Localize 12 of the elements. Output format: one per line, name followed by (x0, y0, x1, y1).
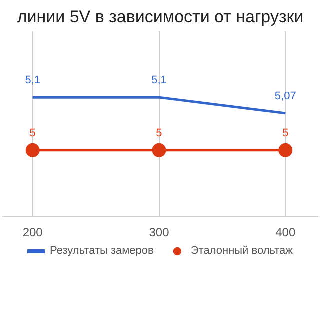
x-tick-label: 400 (276, 226, 296, 240)
chart-title: линии 5V в зависимости от нагрузки (17, 8, 304, 26)
data-label: 5 (30, 127, 36, 140)
legend-label: Эталонный вольтаж (190, 245, 294, 257)
data-label: 5 (156, 127, 162, 140)
data-label: 5 (282, 127, 289, 140)
data-label: 5,1 (25, 74, 40, 87)
x-tick-label: 300 (149, 226, 170, 240)
legend-label: Результаты замеров (50, 245, 154, 257)
x-tick-label: 200 (22, 226, 44, 240)
data-label: 5,1 (152, 74, 167, 87)
data-label: 5,07 (274, 90, 296, 102)
